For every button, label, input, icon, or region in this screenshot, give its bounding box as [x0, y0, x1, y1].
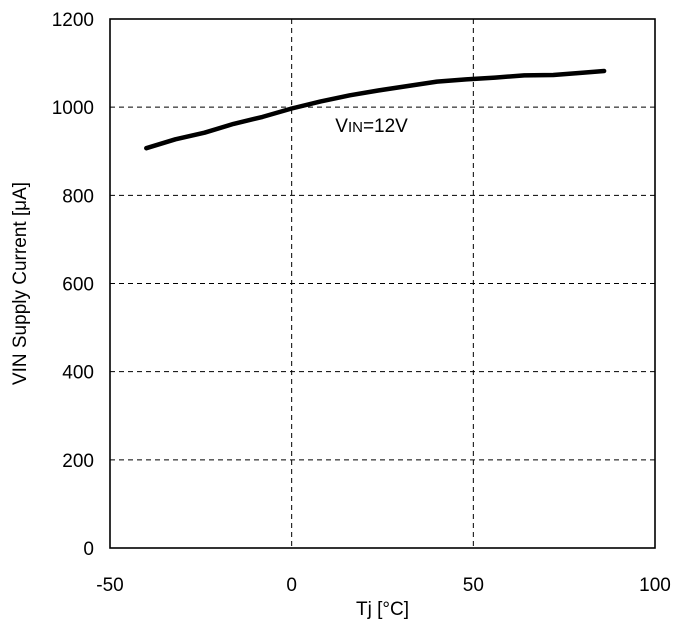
- x-tick-label: 50: [463, 575, 484, 596]
- y-tick-label: 800: [62, 186, 94, 207]
- x-tick-label: 100: [639, 575, 671, 596]
- y-axis-title: VIN Supply Current [μA]: [10, 182, 31, 385]
- annotation-prefix: V: [335, 116, 348, 137]
- y-tick-labels: 0 200 400 600 800 1000 1200: [52, 10, 94, 560]
- y-tick-label: 200: [62, 451, 94, 472]
- x-axis-title: Tj [°C]: [356, 599, 409, 620]
- x-tick-label: -50: [96, 575, 123, 596]
- series-line: [144, 68, 607, 151]
- series-layer: [144, 68, 607, 151]
- y-tick-label: 400: [62, 363, 94, 384]
- grid-lines: [110, 19, 655, 548]
- vin-annotation: VIN=12V: [335, 116, 408, 137]
- y-tick-label: 1000: [52, 98, 94, 119]
- x-tick-label: 0: [286, 575, 297, 596]
- annotation-subscript: IN: [348, 119, 363, 136]
- y-tick-label: 600: [62, 275, 94, 296]
- y-tick-label: 0: [83, 539, 94, 560]
- x-tick-labels: -50 0 50 100: [96, 575, 671, 596]
- annotation-suffix: =12V: [363, 116, 408, 137]
- plot-area-frame: [109, 18, 656, 549]
- y-tick-label: 1200: [52, 10, 94, 31]
